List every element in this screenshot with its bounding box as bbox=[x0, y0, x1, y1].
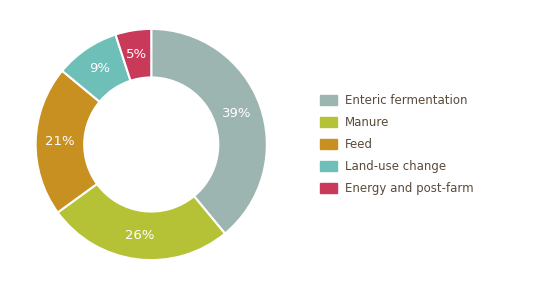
Text: 5%: 5% bbox=[126, 48, 147, 61]
Wedge shape bbox=[36, 71, 100, 212]
Wedge shape bbox=[151, 29, 267, 234]
Text: 21%: 21% bbox=[45, 135, 75, 148]
Text: 26%: 26% bbox=[125, 229, 155, 242]
Text: 9%: 9% bbox=[90, 62, 111, 75]
Legend: Enteric fermentation, Manure, Feed, Land-use change, Energy and post-farm: Enteric fermentation, Manure, Feed, Land… bbox=[316, 90, 478, 199]
Wedge shape bbox=[58, 184, 225, 260]
Wedge shape bbox=[62, 35, 130, 102]
Wedge shape bbox=[116, 29, 151, 81]
Text: 39%: 39% bbox=[222, 107, 252, 120]
